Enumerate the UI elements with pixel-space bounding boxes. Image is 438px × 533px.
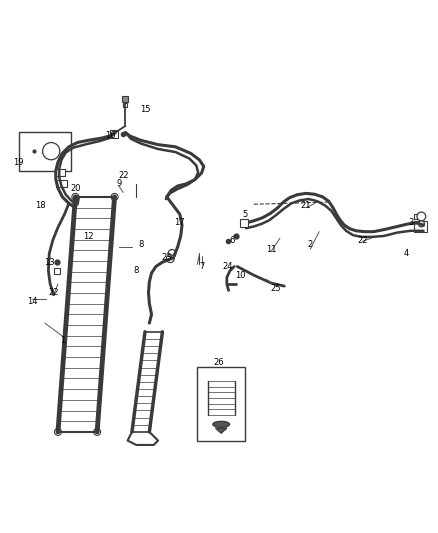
Bar [197,367,245,441]
Text: 22: 22 [118,171,128,180]
Text: 9: 9 [116,179,121,188]
Bar [19,132,71,171]
Text: 23: 23 [162,253,172,262]
Text: 10: 10 [236,271,246,280]
Text: 8: 8 [134,266,139,276]
Bar [414,221,427,232]
Circle shape [418,221,424,227]
Text: 21: 21 [301,201,311,210]
Text: 26: 26 [214,358,224,367]
Ellipse shape [213,422,230,427]
Polygon shape [215,428,227,433]
Text: 11: 11 [266,245,276,254]
Bar [56,180,67,187]
Text: 4: 4 [403,249,409,258]
Circle shape [166,255,174,263]
Bar [55,169,65,176]
Text: 15: 15 [140,106,150,114]
Text: 13: 13 [44,257,55,266]
Circle shape [417,212,426,221]
Text: 22: 22 [357,236,368,245]
Bar [414,214,420,220]
Text: 7: 7 [199,262,204,271]
Text: 25: 25 [270,284,281,293]
Text: 1: 1 [60,336,65,345]
Circle shape [42,142,60,160]
Text: 8: 8 [138,240,143,249]
Text: 14: 14 [27,297,37,306]
Circle shape [72,193,79,200]
Circle shape [168,249,176,257]
Text: 12: 12 [83,231,94,240]
Text: 20: 20 [70,184,81,192]
Text: 2: 2 [308,240,313,249]
Circle shape [94,429,101,435]
Text: 17: 17 [174,219,185,228]
Text: 6: 6 [230,236,235,245]
Text: 22: 22 [48,288,59,297]
Text: 5: 5 [243,210,248,219]
Text: 19: 19 [14,158,24,166]
Text: 24: 24 [223,262,233,271]
Text: 16: 16 [105,132,116,140]
Circle shape [111,193,118,200]
Text: 3: 3 [408,219,413,228]
Text: 18: 18 [35,201,46,210]
Circle shape [54,429,61,435]
